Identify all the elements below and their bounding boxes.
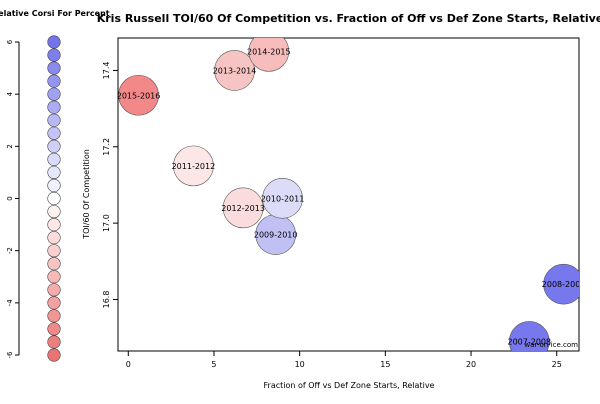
legend-tick-label: -6 xyxy=(6,351,14,359)
legend-swatch xyxy=(47,204,61,219)
bubble-2007-2008 xyxy=(509,321,550,351)
legend-tick-label: -4 xyxy=(6,299,14,307)
bubble-2011-2012 xyxy=(173,145,214,187)
legend-tick-label: 6 xyxy=(6,39,14,44)
y-tick-label: 17.0 xyxy=(102,214,111,232)
x-tick-label: 25 xyxy=(552,360,562,369)
bubble-label: 2007-2008 xyxy=(507,337,551,346)
bubble-label: 2015-2016 xyxy=(117,91,161,100)
legend-tick-label: 0 xyxy=(6,196,14,200)
legend-swatch xyxy=(47,322,61,336)
legend-swatch xyxy=(47,74,61,88)
bubble-2012-2013 xyxy=(222,187,264,229)
bubble-label: 2014-2015 xyxy=(247,47,291,56)
y-axis-label: TOI/60 Of Competition xyxy=(82,149,91,240)
legend-swatch xyxy=(47,165,61,180)
bubble-label: 2013-2014 xyxy=(213,66,257,75)
bubble-label: 2012-2013 xyxy=(221,204,265,213)
legend-swatch xyxy=(47,113,61,127)
scatter-chart: Kris Russell TOI/60 Of Competition vs. F… xyxy=(82,12,600,390)
legend-swatch xyxy=(47,257,61,271)
legend-title: Relative Corsi For Percent xyxy=(0,9,110,18)
x-tick-label: 10 xyxy=(295,360,305,369)
legend-swatch xyxy=(47,309,61,323)
legend-swatch xyxy=(47,191,61,206)
chart-title: Kris Russell TOI/60 Of Competition vs. F… xyxy=(97,12,600,25)
x-tick-label: 5 xyxy=(211,360,216,369)
legend-swatch xyxy=(47,152,61,166)
bubble-label: 2008-2009 xyxy=(542,280,586,289)
legend-swatch xyxy=(47,87,61,101)
legend-swatch xyxy=(47,270,61,284)
legend-swatch xyxy=(47,283,61,297)
legend-swatch xyxy=(47,244,61,258)
legend-swatch xyxy=(47,100,61,114)
x-tick-label: 15 xyxy=(380,360,390,369)
color-legend: Relative Corsi For Percent 6 4 2 0 -2 -4 -6 xyxy=(0,9,110,362)
bubble-2015-2016 xyxy=(118,74,159,116)
bubble-label: 2009-2010 xyxy=(254,231,298,240)
legend-swatch xyxy=(47,348,61,362)
legend-tick-label: 4 xyxy=(6,91,14,96)
legend-swatch xyxy=(47,217,61,232)
bubble-label: 2010-2011 xyxy=(261,194,305,203)
legend-swatch xyxy=(47,35,61,49)
bubble-2008-2009 xyxy=(543,263,579,305)
watermark: war-on-ice.com xyxy=(524,341,578,349)
legend-swatch xyxy=(47,139,61,153)
legend-swatch xyxy=(47,61,61,75)
legend-tick-label: 2 xyxy=(6,144,14,148)
bubble-2010-2011 xyxy=(262,178,303,219)
y-tick-label: 16.8 xyxy=(102,291,111,309)
legend-swatch xyxy=(47,178,61,193)
legend-swatch xyxy=(47,335,61,349)
y-tick-label: 17.4 xyxy=(102,62,111,80)
y-tick-label: 17.2 xyxy=(102,138,111,156)
legend-swatch xyxy=(47,126,61,140)
legend-swatch xyxy=(47,48,61,62)
x-tick-label: 20 xyxy=(466,360,476,369)
x-tick-label: 0 xyxy=(126,360,131,369)
legend-swatch xyxy=(47,296,61,310)
bubble-label: 2011-2012 xyxy=(172,162,216,171)
legend-swatch xyxy=(47,231,61,245)
x-axis-label: Fraction of Off vs Def Zone Starts, Rela… xyxy=(264,381,435,390)
bubble-2014-2015 xyxy=(248,38,290,72)
plot-frame xyxy=(117,37,580,352)
bubble-2013-2014 xyxy=(214,50,255,91)
legend-tick-label: -2 xyxy=(6,247,14,254)
